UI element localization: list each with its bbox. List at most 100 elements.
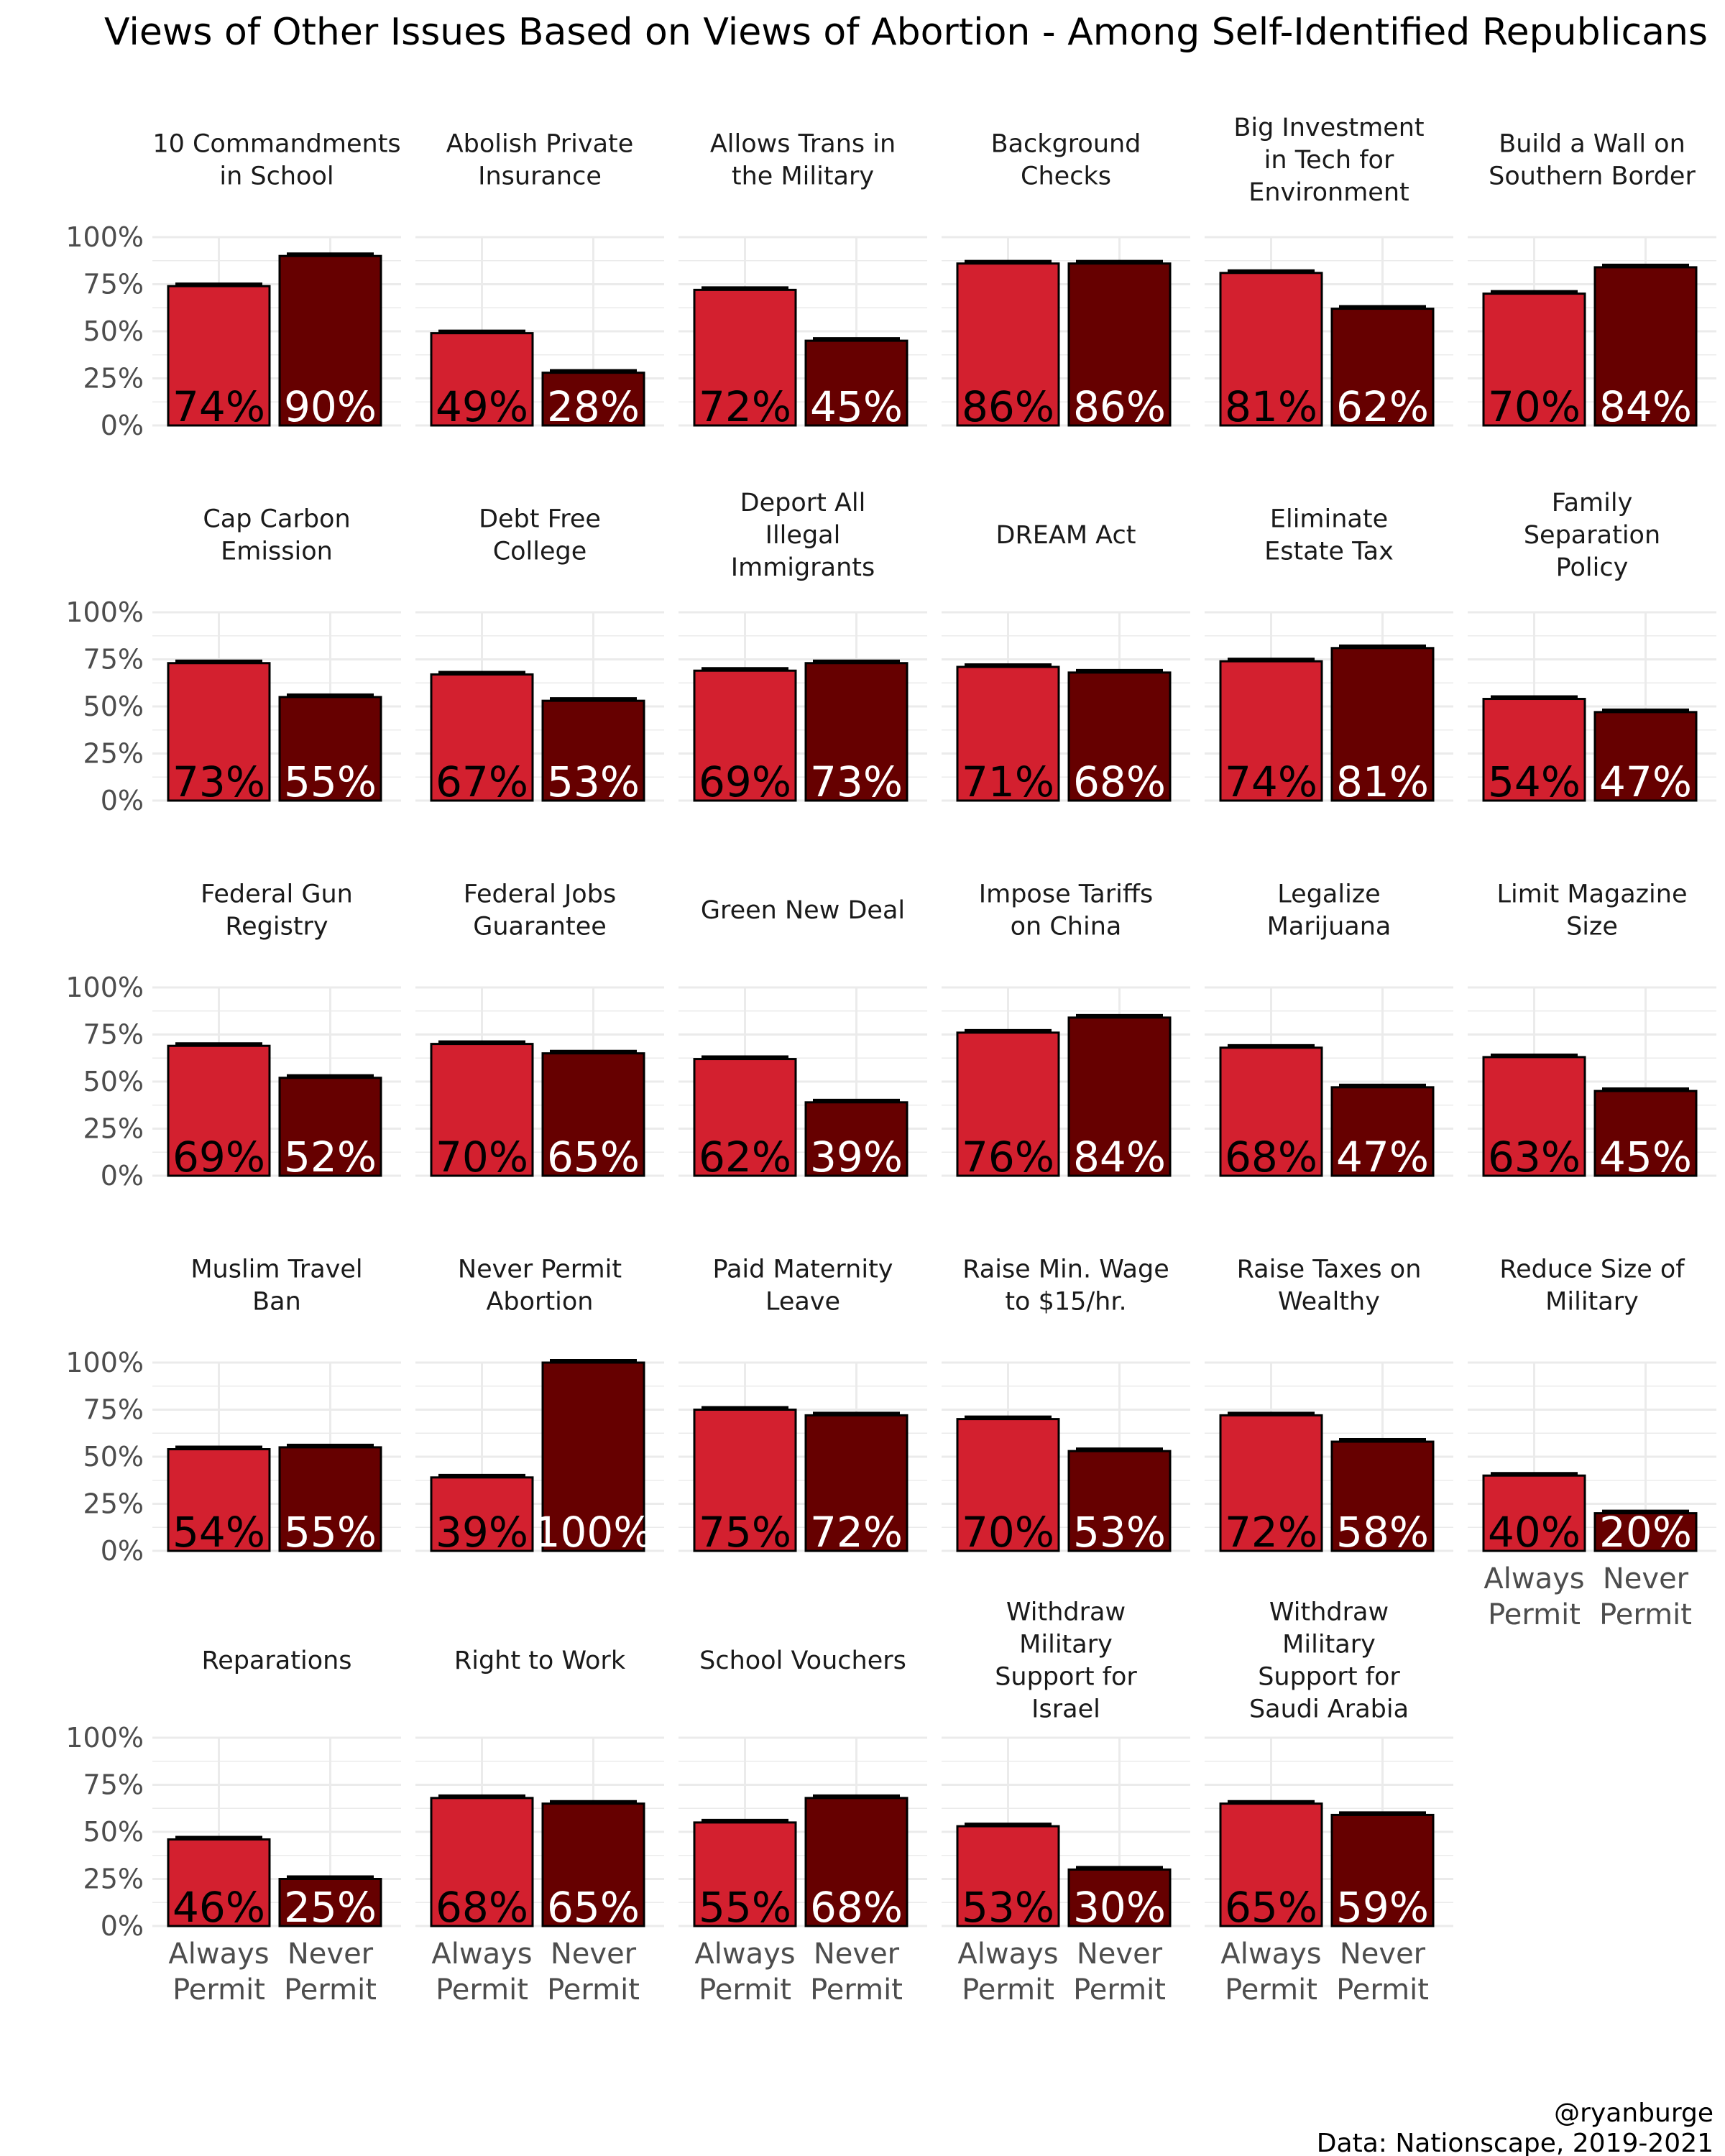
facet-title: School Vouchers (699, 1646, 906, 1675)
value-label: 45% (810, 382, 903, 431)
facet-panel: Eliminate Estate Tax 74% 81% (1205, 505, 1453, 806)
facet-title: Federal Gun (201, 880, 353, 909)
facet-title: Allows Trans in (710, 130, 896, 159)
value-label: 65% (547, 1133, 640, 1181)
facet-title: Wealthy (1278, 1288, 1380, 1317)
facet-title: Legalize (1277, 880, 1380, 909)
value-label: 81% (1225, 382, 1317, 431)
x-tick-label: Never (1603, 1562, 1689, 1595)
x-tick-label: Permit (699, 1973, 791, 2007)
facet-title: Federal Jobs (464, 880, 616, 909)
facet-title: Military (1019, 1631, 1113, 1659)
y-tick-label: 0% (101, 1535, 144, 1567)
x-tick-label: Permit (1225, 1973, 1317, 2007)
facet-title: Deport All (740, 489, 866, 517)
bar (956, 665, 1060, 802)
facet-title: Eliminate (1270, 505, 1388, 534)
x-tick-label: Permit (962, 1973, 1054, 2007)
value-label: 72% (810, 1508, 903, 1557)
facet-title: Big Investment (1233, 114, 1424, 142)
bar (1330, 308, 1435, 427)
value-label: 52% (284, 1133, 377, 1181)
y-tick-label: 50% (83, 691, 144, 722)
bar (693, 669, 797, 802)
value-label: 72% (699, 382, 791, 431)
x-tick-label: Never (1077, 1938, 1163, 1971)
facet-title: Family (1552, 489, 1633, 517)
value-label: 53% (547, 757, 640, 806)
value-label: 73% (172, 757, 265, 806)
x-tick-label: Always (1484, 1562, 1584, 1595)
value-label: 81% (1336, 757, 1429, 806)
value-label: 71% (962, 757, 1054, 806)
bar (1330, 1086, 1435, 1177)
facet-panel: Never Permit Abortion 39% 100% (415, 1256, 664, 1557)
bar (804, 1797, 908, 1927)
y-tick-label: 50% (83, 315, 144, 347)
y-tick-label: 0% (101, 410, 144, 441)
bar (541, 1802, 645, 1927)
value-label: 39% (436, 1508, 528, 1557)
x-tick-label: Always (694, 1938, 795, 1971)
facet-title: Right to Work (454, 1646, 626, 1675)
bar (1482, 292, 1586, 427)
value-label: 74% (172, 382, 265, 431)
facet-title: Paid Maternity (712, 1256, 893, 1284)
facet-title: Checks (1021, 162, 1111, 191)
facet-title: Marijuana (1267, 913, 1392, 941)
facet-title: Withdraw (1269, 1598, 1389, 1627)
bar (956, 1031, 1060, 1177)
value-label: 28% (547, 382, 640, 431)
facet-panel: Withdraw Military Support for Israel 53% 30% A… (942, 1598, 1190, 2007)
value-label: 46% (172, 1883, 265, 1932)
value-label: 55% (284, 1508, 377, 1557)
facet-title: Immigrants (731, 553, 875, 582)
y-tick-label: 25% (83, 1488, 144, 1520)
bar (430, 1797, 534, 1927)
bar (1482, 1474, 1586, 1552)
facet-panel: DREAM Act 71% 68% (942, 521, 1190, 806)
facet-title: Reduce Size of (1499, 1256, 1685, 1284)
value-label: 47% (1336, 1133, 1429, 1181)
bar (167, 1448, 271, 1552)
facet-title: Limit Magazine (1496, 880, 1687, 909)
value-label: 63% (1488, 1133, 1581, 1181)
x-tick-label: Never (551, 1938, 637, 1971)
y-tick-label: 25% (83, 738, 144, 770)
value-label: 100% (534, 1508, 653, 1557)
value-label: 68% (810, 1883, 903, 1932)
bar (1482, 698, 1586, 802)
value-label: 70% (1488, 382, 1581, 431)
value-label: 65% (1225, 1883, 1317, 1932)
facet-panel: Muslim Travel Ban 0% 25% 50% 75% 100% 54% 55% (65, 1256, 401, 1567)
y-tick-label: 75% (83, 644, 144, 676)
x-tick-label: Permit (1336, 1973, 1429, 2007)
bar (804, 339, 908, 427)
bar (430, 1476, 534, 1552)
bar (278, 254, 382, 427)
value-label: 54% (1488, 757, 1581, 806)
value-label: 70% (436, 1133, 528, 1181)
y-tick-label: 100% (65, 972, 144, 1003)
facet-panel: Green New Deal 62% 39% (678, 896, 927, 1181)
bar (1330, 1813, 1435, 1927)
value-label: 47% (1599, 757, 1692, 806)
value-label: 74% (1225, 757, 1317, 806)
bar (541, 1052, 645, 1177)
facet-title: Withdraw (1006, 1598, 1126, 1627)
facet-title: Estate Tax (1264, 538, 1394, 566)
bar (1219, 1802, 1323, 1927)
bar (430, 332, 534, 427)
bar (1067, 1868, 1172, 1927)
bar (430, 673, 534, 802)
chart-title: Views of Other Issues Based on Views of … (104, 11, 1708, 54)
bar (1593, 266, 1698, 427)
value-label: 59% (1336, 1883, 1429, 1932)
y-tick-label: 50% (83, 1441, 144, 1473)
bar (1067, 671, 1172, 802)
bar (430, 1043, 534, 1177)
value-label: 49% (436, 382, 528, 431)
